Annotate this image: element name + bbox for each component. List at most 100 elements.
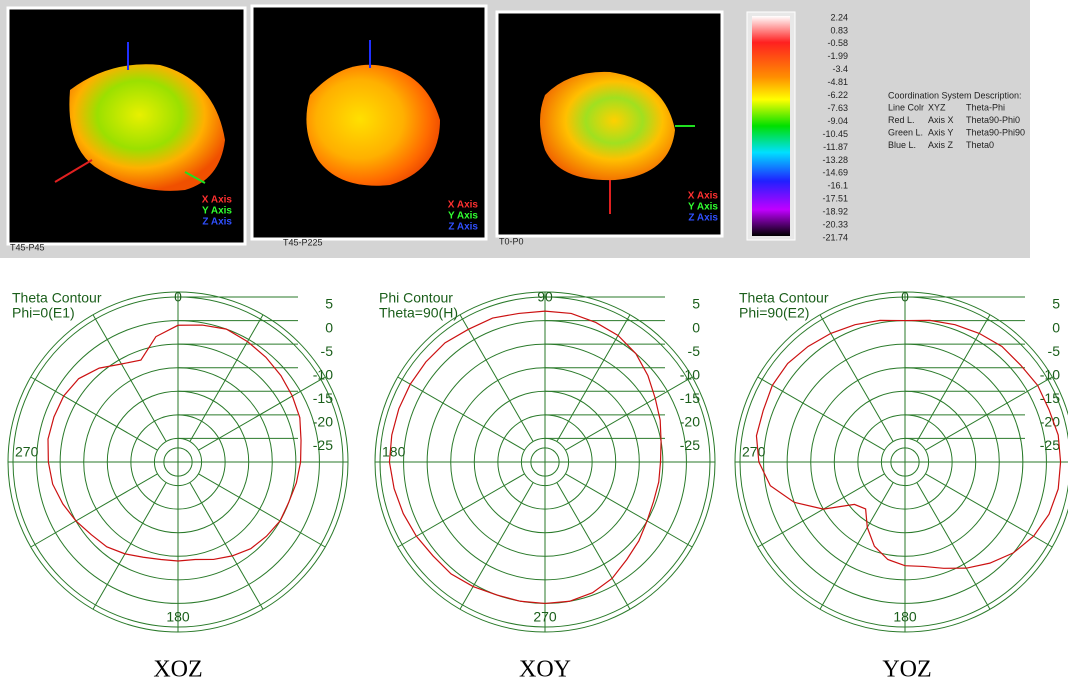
r-tick-label: 5 <box>692 296 700 312</box>
polar-spoke <box>925 473 1053 548</box>
r-tick-label: 0 <box>1052 319 1060 335</box>
r-tick-label: -10 <box>313 366 333 382</box>
theta-label: 90 <box>537 289 553 305</box>
pattern-surface <box>540 71 675 181</box>
r-tick-label: -25 <box>1040 437 1060 453</box>
colorbar-tick-label: 2.24 <box>830 12 848 22</box>
pattern-line <box>388 310 662 605</box>
axis-legend: Z Axis <box>202 217 232 228</box>
polar-center <box>530 447 560 477</box>
polar-spoke <box>92 482 167 610</box>
colorbar-tick-label: -7.63 <box>827 103 848 113</box>
legend-cell: Theta-Phi <box>966 102 1005 112</box>
polar-spoke <box>916 314 991 442</box>
colorbar-tick-label: -20.33 <box>822 219 848 229</box>
pattern-line <box>755 319 1062 569</box>
y-axis-line <box>184 171 206 184</box>
colorbar-tick-label: -0.58 <box>827 38 848 48</box>
legend-cell: Line Colr <box>888 102 924 112</box>
polar-spoke <box>819 314 894 442</box>
polar-spoke <box>556 314 631 442</box>
legend-cell: Theta90-Phi0 <box>966 115 1020 125</box>
colorbar-tick-label: -18.92 <box>822 207 848 217</box>
r-tick-label: -15 <box>680 390 700 406</box>
r-tick-label: -20 <box>1040 414 1060 430</box>
polar-center <box>890 447 920 477</box>
r-tick-label: -10 <box>1040 366 1060 382</box>
theta-label: 270 <box>742 444 766 460</box>
chart-title: Theta Contour <box>739 290 829 306</box>
colorbar-tick-label: -10.45 <box>822 129 848 139</box>
colorbar-tick-label: -1.99 <box>827 51 848 61</box>
polar-spoke <box>459 482 534 610</box>
chart-caption: YOZ <box>882 657 931 683</box>
polar-spoke <box>397 473 525 548</box>
polar-spoke <box>30 473 158 548</box>
x-axis-line <box>54 159 93 183</box>
colorbar-tick-label: -17.51 <box>822 194 848 204</box>
theta-label: 180 <box>893 609 917 625</box>
polar-spoke <box>925 376 1053 451</box>
polar-spoke <box>397 376 525 451</box>
chart-caption: XOZ <box>153 657 202 683</box>
polar-spoke <box>459 314 534 442</box>
r-tick-label: -10 <box>680 366 700 382</box>
r-tick-label: -15 <box>313 390 333 406</box>
colorbar-tick-label: -14.69 <box>822 168 848 178</box>
legend-cell: Axis Z <box>928 140 954 150</box>
r-tick-label: -20 <box>680 414 700 430</box>
view-caption: T0-P0 <box>499 236 524 246</box>
polar-spoke <box>30 376 158 451</box>
legend-cell: Axis Y <box>928 127 953 137</box>
colorbar-tick-label: -6.22 <box>827 90 848 100</box>
colorbar-tick-label: -21.74 <box>822 232 848 242</box>
chart-title: Phi Contour <box>379 290 453 306</box>
chart-title: Theta=90(H) <box>379 305 458 321</box>
axis-legend: Z Axis <box>688 213 718 224</box>
r-tick-label: -5 <box>1048 343 1061 359</box>
r-tick-label: -15 <box>1040 390 1060 406</box>
theta-label: 180 <box>382 444 406 460</box>
view-caption: T45-P225 <box>283 237 323 247</box>
theta-label: 270 <box>15 444 39 460</box>
legend-cell: Green L. <box>888 127 923 137</box>
r-tick-label: 5 <box>325 296 333 312</box>
r-tick-label: -25 <box>313 437 333 453</box>
legend-title: Coordination System Description: <box>888 90 1022 100</box>
r-tick-label: 0 <box>692 319 700 335</box>
legend-cell: Blue L. <box>888 140 916 150</box>
colorbar-tick-label: -4.81 <box>827 77 848 87</box>
colorbar-tick-label: -13.28 <box>822 155 848 165</box>
r-tick-label: 0 <box>325 319 333 335</box>
colorbar-tick-label: -11.87 <box>823 142 848 152</box>
r-tick-label: 5 <box>1052 296 1060 312</box>
r-tick-label: -5 <box>321 343 334 359</box>
pattern-line <box>47 324 302 562</box>
polar-spoke <box>757 376 885 451</box>
chart-title: Phi=0(E1) <box>12 305 75 321</box>
chart-title: Theta Contour <box>12 290 102 306</box>
r-tick-label: -25 <box>680 437 700 453</box>
polar-center <box>163 447 193 477</box>
polar-spoke <box>916 482 991 610</box>
legend-cell: Axis X <box>928 115 954 125</box>
theta-label: 270 <box>533 609 557 625</box>
axis-legend: X Axis <box>688 191 719 202</box>
theta-label: 0 <box>901 289 909 305</box>
axis-legend: Z Axis <box>448 222 478 233</box>
colorbar-tick-label: 0.83 <box>830 25 848 35</box>
colorbar-tick-label: -3.4 <box>832 64 848 74</box>
legend-cell: XYZ <box>928 102 946 112</box>
polar-spoke <box>198 473 326 548</box>
axis-legend: X Axis <box>448 200 479 211</box>
chart-caption: XOY <box>519 657 571 683</box>
theta-label: 0 <box>174 289 182 305</box>
axis-legend: Y Axis <box>202 206 232 217</box>
polar-spoke <box>189 314 264 442</box>
view-caption: T45-P45 <box>10 242 45 252</box>
polar-spoke <box>92 314 167 442</box>
polar-spoke <box>819 482 894 610</box>
legend-cell: Theta90-Phi90 <box>966 127 1025 137</box>
colorbar-tick-label: -9.04 <box>827 116 848 126</box>
